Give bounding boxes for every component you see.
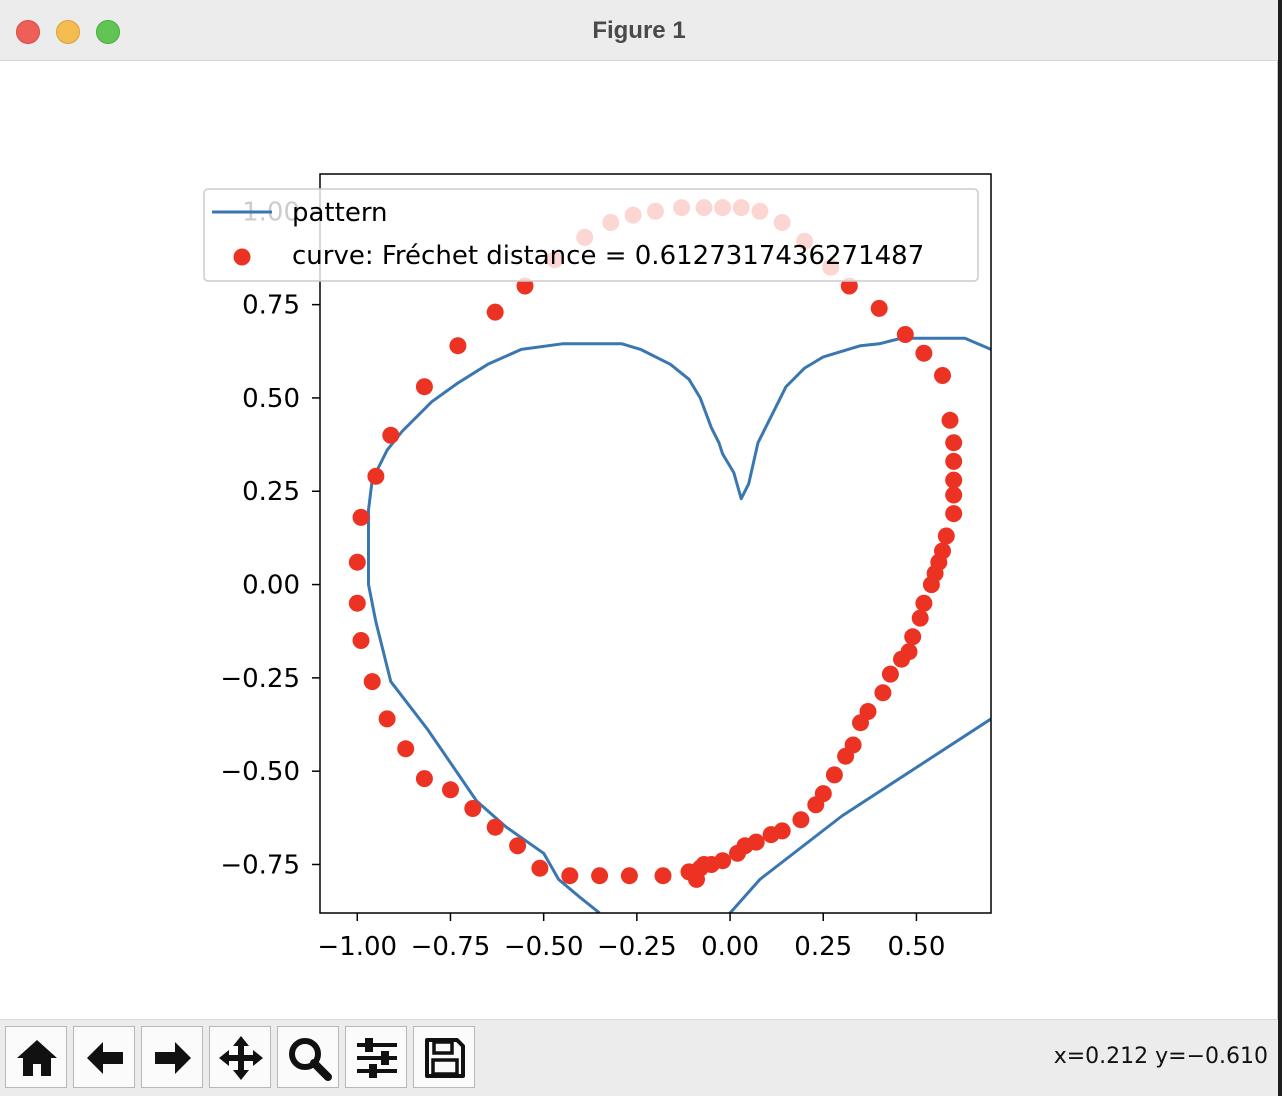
y-tick-label: −0.50: [220, 757, 300, 787]
curve-point: [807, 796, 825, 814]
curve-point: [397, 740, 415, 758]
curve-point: [825, 766, 843, 784]
curve-point: [348, 553, 366, 571]
curve-point: [922, 576, 940, 594]
curve-point: [620, 867, 638, 885]
x-tick-label: −1.00: [317, 932, 397, 962]
curve-point: [654, 867, 672, 885]
curve-point: [352, 508, 370, 526]
y-tick-label: 0.25: [242, 477, 300, 507]
curve-point: [449, 337, 467, 355]
home-button[interactable]: [5, 1026, 67, 1088]
curve-point: [904, 628, 922, 646]
curve-point: [896, 326, 914, 343]
figure-canvas[interactable]: −1.00 −0.75 −0.50 −0.25 0.00 0.25 0.50 −0.75 −0.…: [0, 62, 1278, 1018]
magnifier-icon: [289, 1038, 332, 1081]
curve-point: [870, 299, 888, 317]
curve-point: [591, 867, 609, 885]
curve-point: [937, 527, 955, 545]
curve-point: [363, 673, 381, 691]
curve-point: [792, 811, 810, 829]
configure-subplots-button[interactable]: [345, 1026, 407, 1088]
curve-point: [945, 505, 963, 523]
x-tick-label: −0.50: [504, 932, 584, 962]
curve-point: [367, 467, 385, 485]
curve-point: [442, 781, 459, 799]
curve-point: [874, 684, 892, 702]
curve-point: [486, 818, 504, 836]
curve-point: [486, 303, 504, 321]
forward-button[interactable]: [141, 1026, 203, 1088]
curve-point: [762, 826, 780, 844]
axes-frame: [319, 173, 992, 914]
curve-point: [378, 710, 396, 728]
curve-point: [348, 594, 366, 612]
legend-dot-marker: [233, 248, 251, 266]
curve-point: [881, 665, 899, 683]
curve-point: [352, 632, 370, 649]
curve-point: [688, 870, 705, 888]
pattern-line-1: [367, 336, 991, 913]
curve-point: [915, 344, 933, 362]
x-tick-label: −0.75: [411, 932, 491, 962]
curve-point: [509, 837, 527, 855]
y-tick-label: 0.00: [242, 571, 300, 601]
curve-point: [852, 714, 869, 732]
pan-button[interactable]: [209, 1026, 271, 1088]
plot-area: [348, 199, 991, 913]
curve-point: [893, 650, 910, 668]
curve-point: [561, 867, 579, 885]
save-button[interactable]: [413, 1026, 475, 1088]
window-close-button[interactable]: [16, 20, 40, 44]
x-tick-label: −0.25: [597, 932, 677, 962]
curve-point: [837, 747, 855, 765]
x-tick-label: 0.00: [701, 932, 759, 962]
curve-point: [915, 594, 933, 612]
back-button[interactable]: [73, 1026, 135, 1088]
legend-label-curve: curve: Fréchet distance = 0.612731743627…: [292, 241, 924, 271]
curve-point: [531, 859, 549, 877]
arrow-right-icon: [155, 1042, 191, 1074]
legend-label-pattern: pattern: [292, 198, 388, 228]
curve-point: [415, 770, 433, 788]
cursor-coordinates: x=0.212 y=−0.610: [1053, 1044, 1268, 1069]
y-tick-label: −0.75: [220, 850, 300, 880]
home-icon: [17, 1040, 57, 1076]
curve-point: [415, 378, 433, 396]
title-bar: Figure 1: [0, 0, 1278, 61]
desktop-edge: [1278, 0, 1282, 1096]
curve-point: [464, 800, 482, 817]
legend-box: [203, 188, 979, 282]
curve-point: [911, 609, 929, 627]
floppy-disk-icon: [425, 1038, 465, 1078]
curve-point: [945, 452, 963, 470]
sliders-icon: [357, 1038, 397, 1078]
navigation-toolbar: x=0.212 y=−0.610: [0, 1019, 1278, 1096]
y-tick-label: 0.75: [242, 291, 300, 321]
legend: pattern curve: Fréchet distance = 0.61273…: [203, 188, 979, 282]
y-tick-label: −0.25: [220, 664, 300, 694]
curve-point: [945, 434, 963, 452]
window-zoom-button[interactable]: [96, 20, 120, 44]
y-tick-label: 0.50: [242, 384, 300, 414]
curve-point: [945, 471, 963, 489]
curve-point: [941, 411, 959, 429]
move-icon: [219, 1036, 263, 1080]
window-title: Figure 1: [592, 17, 686, 44]
x-tick-label: 0.50: [887, 932, 945, 962]
curve-point: [934, 367, 951, 384]
pattern-line-0: [728, 717, 991, 913]
curve-point: [945, 486, 963, 504]
curve-point: [729, 844, 746, 862]
x-tick-label: 0.25: [794, 932, 852, 962]
window-minimize-button[interactable]: [56, 20, 80, 44]
curve-point: [382, 426, 400, 444]
zoom-button[interactable]: [277, 1026, 339, 1088]
arrow-left-icon: [87, 1042, 123, 1074]
curve-point: [695, 856, 713, 873]
